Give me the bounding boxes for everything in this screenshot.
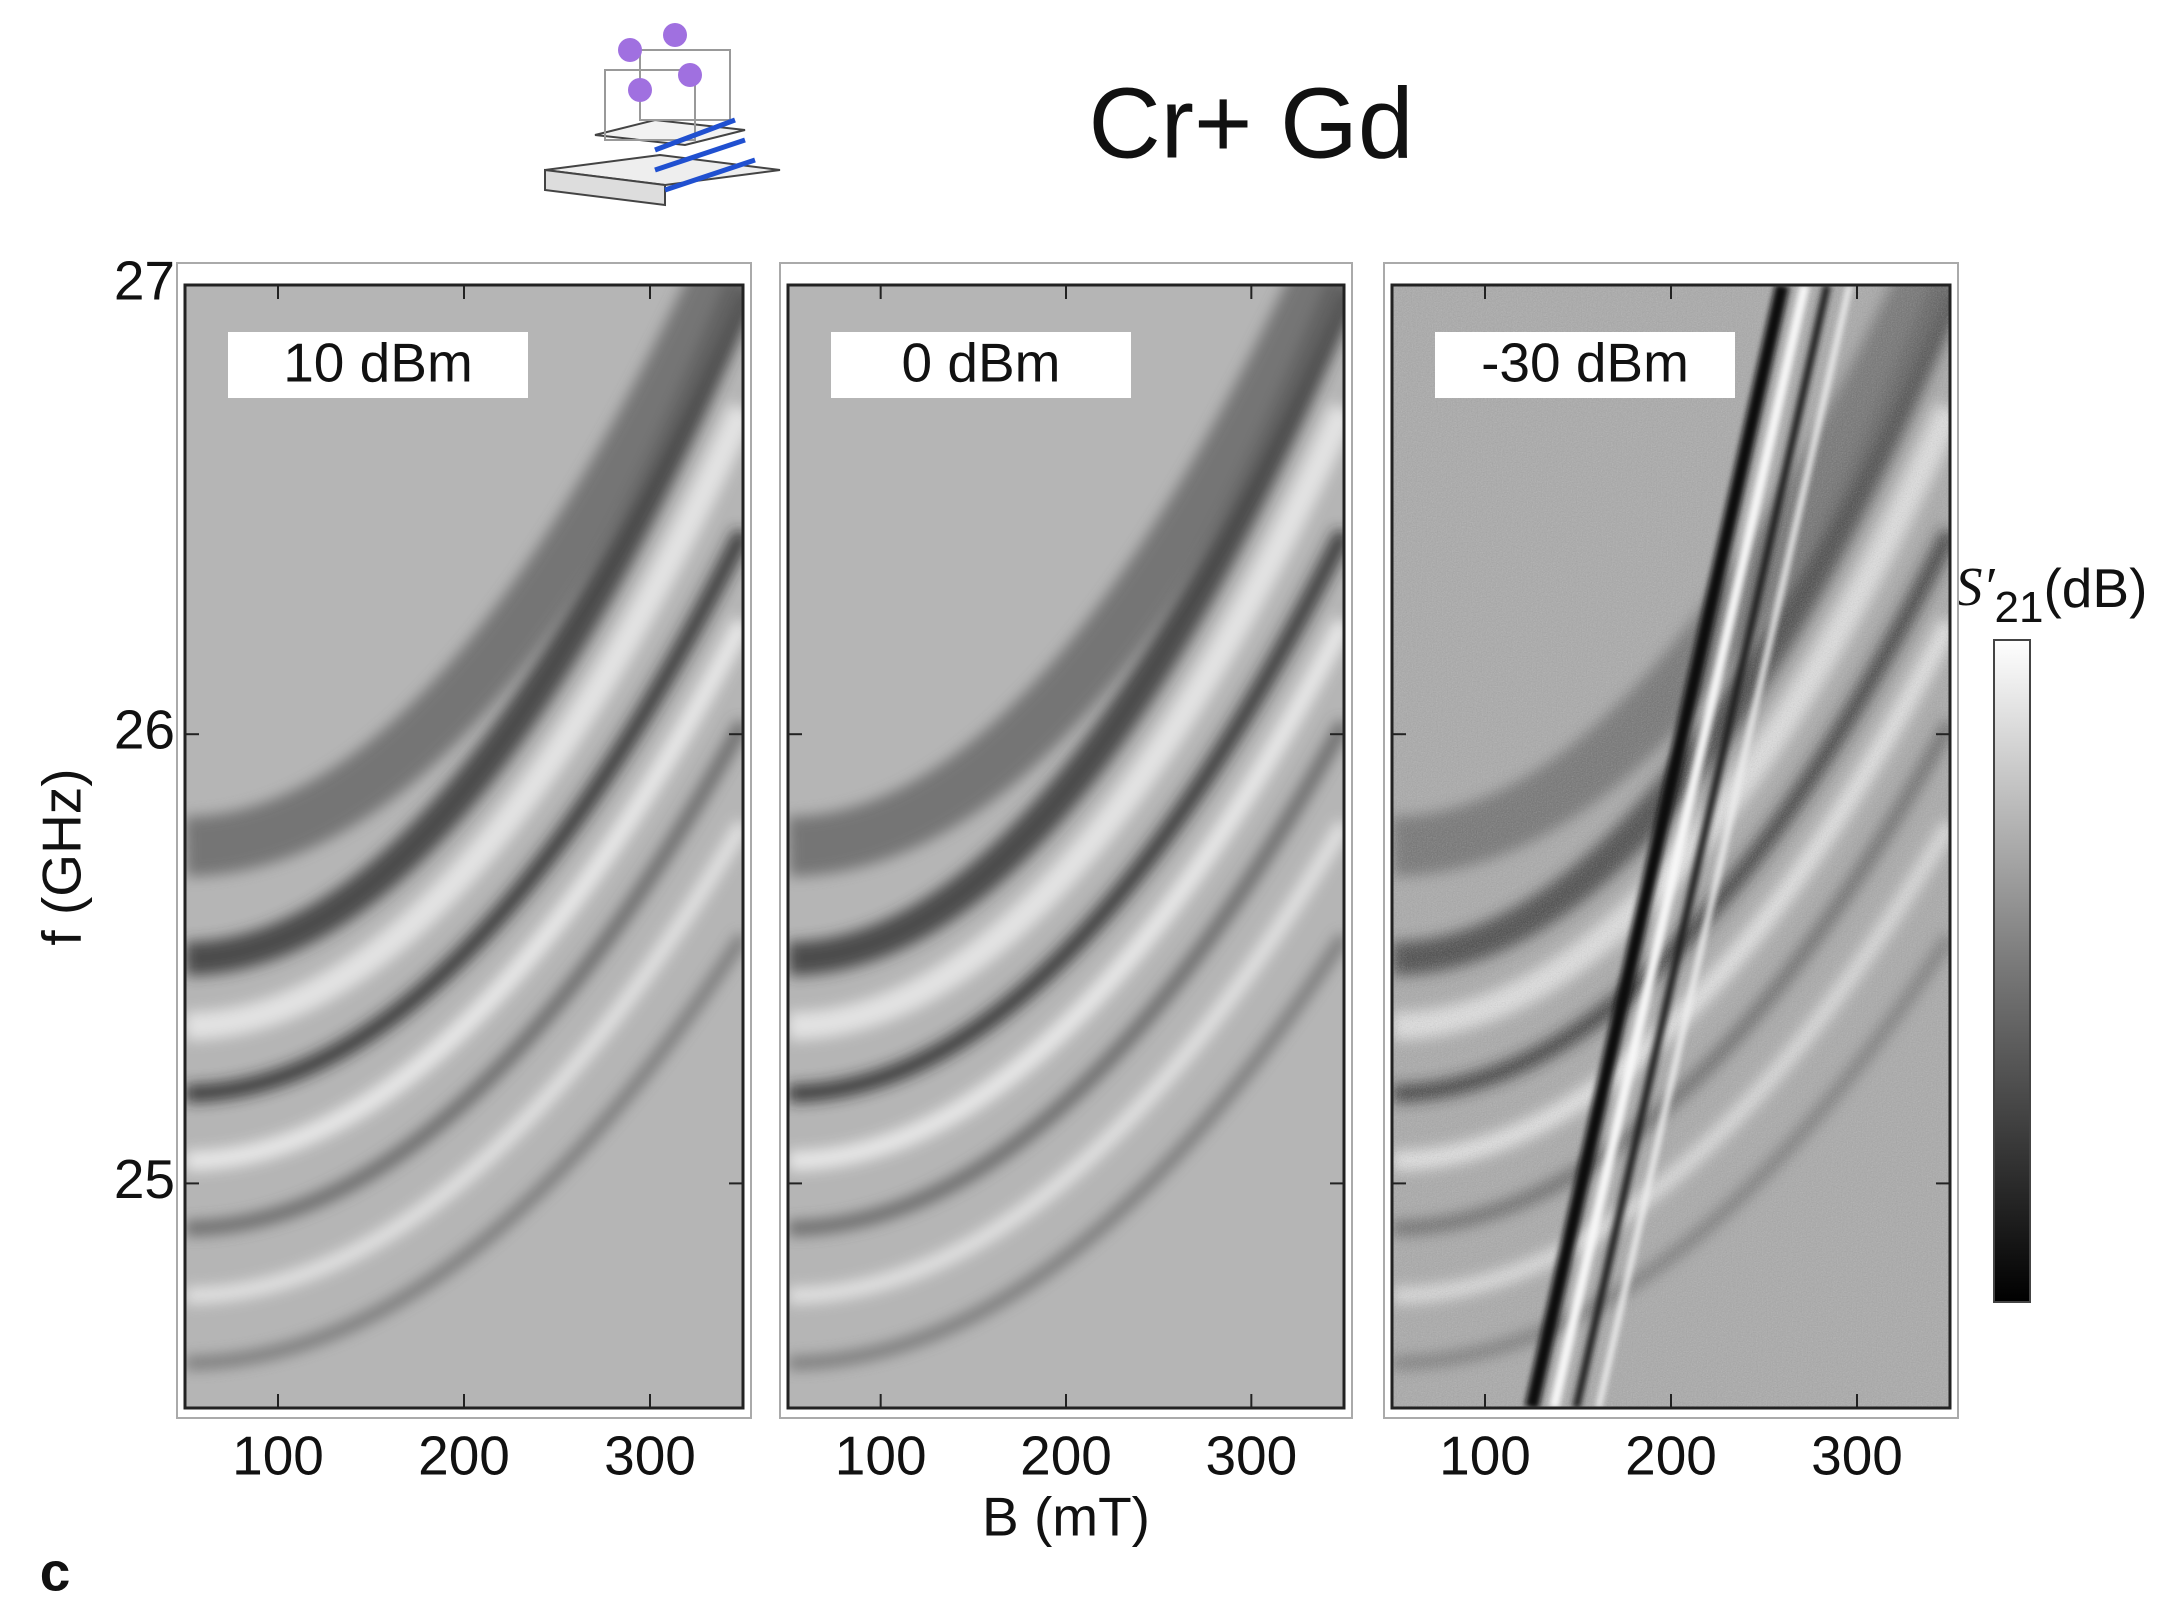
- panel-label: -30 dBm: [1481, 332, 1689, 394]
- heatmap-band: [788, 528, 1344, 1103]
- heatmap-band: [788, 285, 1344, 877]
- x-tick-label: 300: [1811, 1425, 1903, 1487]
- x-tick-label: 300: [604, 1425, 696, 1487]
- heatmap-band: [185, 819, 743, 1304]
- heatmap-line: [1548, 285, 1810, 1408]
- heatmap-band: [788, 285, 1344, 976]
- colorbar-label: S′21(dB): [1955, 556, 2147, 632]
- panel-label-box: [228, 332, 528, 398]
- x-tick-label: 200: [1020, 1425, 1112, 1487]
- schematic: [544, 23, 781, 207]
- heatmap-band: [788, 933, 1344, 1370]
- heatmap: [1392, 285, 1950, 1408]
- heatmap-band: [185, 285, 743, 877]
- heatmap-band: [788, 402, 1344, 1041]
- heatmap-line: [1572, 285, 1832, 1408]
- title: Cr+ Gd: [1088, 67, 1413, 179]
- heatmap-band: [185, 617, 743, 1171]
- x-tick-label: 100: [835, 1425, 927, 1487]
- colorbar-symbol: S′: [1955, 556, 1996, 617]
- heatmap-line: [1524, 285, 1790, 1408]
- x-tick-label: 300: [1205, 1425, 1297, 1487]
- panel-label-box: [831, 332, 1131, 398]
- heatmap-noise: [1392, 285, 1950, 1408]
- heatmap-band: [185, 528, 743, 1103]
- heatmap-line: [1595, 285, 1853, 1408]
- y-axis-label: f (GHz): [31, 768, 93, 945]
- y-tick-label: 26: [114, 699, 175, 761]
- heatmap-band: [788, 617, 1344, 1171]
- heatmap-band: [185, 719, 743, 1236]
- y-tick-label: 25: [114, 1148, 175, 1210]
- panel-label: 0 dBm: [902, 332, 1061, 394]
- panel-label: c: [40, 1541, 71, 1602]
- x-tick-label: 100: [232, 1425, 324, 1487]
- colorbar: [1993, 639, 2031, 1303]
- panel-label: 10 dBm: [283, 332, 473, 394]
- heatmap-band: [185, 402, 743, 1041]
- x-tick-label: 200: [418, 1425, 510, 1487]
- heatmap-band: [185, 933, 743, 1370]
- panel-label-box: [1435, 332, 1735, 398]
- x-tick-label: 100: [1439, 1425, 1531, 1487]
- heatmap: [788, 285, 1344, 1408]
- y-tick-label: 27: [114, 250, 175, 312]
- colorbar-subscript: 21: [1995, 583, 2044, 632]
- heatmap-band: [788, 719, 1344, 1236]
- x-tick-label: 200: [1625, 1425, 1717, 1487]
- colorbar-unit: (dB): [2043, 557, 2147, 619]
- heatmap-band: [185, 285, 743, 976]
- x-axis-label: B (mT): [982, 1486, 1150, 1548]
- heatmap: [185, 285, 743, 1408]
- heatmap-band: [788, 819, 1344, 1304]
